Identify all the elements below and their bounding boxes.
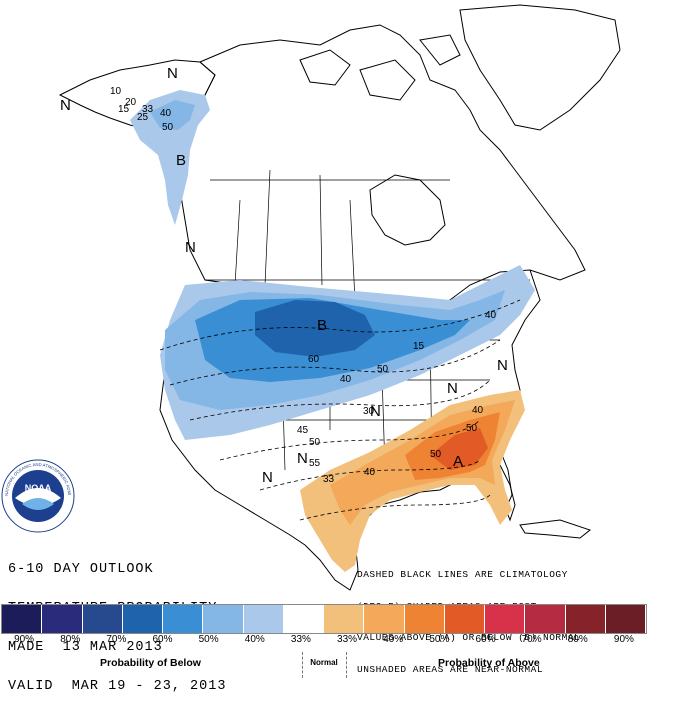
marker-n-ohio: N (447, 380, 458, 397)
legend-label: 33% (337, 634, 358, 645)
marker-n-alaska-top: N (167, 65, 178, 82)
outlook-map: B B A N N N N N N N N 10 15 20 25 33 40 … (58, 4, 621, 591)
title-line: VALID MAR 19 - 23, 2013 (8, 679, 227, 694)
noaa-logo-text: NOAA (25, 483, 52, 493)
below-caption: Probability of Below (100, 657, 201, 669)
contour-label: 30 (363, 406, 375, 417)
southeast-above-60 (430, 428, 488, 470)
marker-n-southwest: N (262, 469, 273, 486)
contour-label: 25 (137, 112, 149, 123)
marker-b-central: B (317, 317, 327, 334)
marker-n-kansas: N (370, 403, 381, 420)
noaa-logo: NOAA NATIONAL OCEANIC AND ATMOSPHERIC AD… (0, 458, 75, 533)
normal-caption: Normal (310, 658, 338, 667)
legend-swatch (243, 605, 284, 633)
contour-label: 50 (466, 423, 478, 434)
contour-labels: 10 15 20 25 33 40 50 60 50 40 40 15 30 4… (110, 86, 497, 485)
legend-swatch (364, 605, 405, 633)
legend-swatch (444, 605, 485, 633)
legend-labels: 90% 80% 70% 60% 50% 40% 33% 33% 40% 50% 60% 70% 80% 9… (1, 634, 647, 648)
marker-n-pacific: N (185, 239, 196, 256)
note-line: UNSHADED AREAS ARE NEAR-NORMAL (357, 663, 544, 675)
legend-label: 80% (60, 634, 81, 645)
legend-label: 60% (475, 634, 496, 645)
legend-label: 70% (106, 634, 127, 645)
legend-label: 90% (613, 634, 634, 645)
marker-a-southeast: A (453, 453, 463, 470)
contour-label: 50 (377, 364, 389, 375)
marker-n-alaska-left: N (60, 97, 71, 114)
legend-swatch (122, 605, 163, 633)
legend-label: 90% (14, 634, 35, 645)
legend-divider (346, 652, 347, 678)
legend-label: 40% (383, 634, 404, 645)
above-caption: Probability of Above (438, 657, 540, 669)
legend-swatch (42, 605, 83, 633)
contour-label: 50 (430, 449, 442, 460)
contour-label: 10 (110, 86, 122, 97)
below-normal-regions (130, 90, 535, 440)
legend-swatch (2, 605, 43, 633)
marker-n-texas: N (297, 450, 308, 467)
contour-label: 45 (297, 425, 309, 436)
central-below-60 (255, 300, 375, 357)
above-normal-regions (300, 390, 525, 572)
legend-swatch (605, 605, 646, 633)
contour-label: 40 (364, 467, 376, 478)
legend-swatch (485, 605, 526, 633)
marker-b-west: B (176, 152, 186, 169)
legend-swatch (203, 605, 244, 633)
alaska-below-40 (150, 100, 195, 130)
legend-swatch (163, 605, 204, 633)
note-line: VALUES ABOVE (A) OR BELOW (B) NORMAL (357, 632, 581, 643)
title-line: 6-10 DAY OUTLOOK (8, 562, 154, 577)
contour-label: 33 (142, 104, 154, 115)
legend-swatch (404, 605, 445, 633)
note-line: DASHED BLACK LINES ARE CLIMATOLOGY (357, 569, 568, 580)
contour-label: 20 (125, 97, 137, 108)
contour-label: 33 (323, 474, 335, 485)
contour-label: 50 (162, 122, 174, 133)
contour-label: 55 (309, 458, 321, 469)
contour-label: 40 (485, 310, 497, 321)
color-legend (1, 604, 647, 634)
legend-label: 60% (152, 634, 173, 645)
legend-swatch (565, 605, 606, 633)
legend-label: 50% (198, 634, 219, 645)
legend-swatch (525, 605, 566, 633)
climatology-lines (159, 299, 521, 521)
legend-swatch (82, 605, 123, 633)
legend-divider (302, 652, 303, 678)
alaska-below-33 (130, 90, 210, 225)
legend-swatch (283, 605, 324, 633)
legend-swatch (324, 605, 365, 633)
contour-label: 15 (413, 341, 425, 352)
legend-label: 40% (244, 634, 265, 645)
legend-label: 33% (290, 634, 311, 645)
contour-label: 50 (309, 437, 321, 448)
marker-n-northeast: N (497, 357, 508, 374)
title-line: MADE 13 MAR 2013 (8, 640, 163, 655)
legend-label: 70% (521, 634, 542, 645)
contour-label: 60 (308, 354, 320, 365)
probability-markers: B B A N N N N N N N N (60, 65, 508, 486)
contour-label: 40 (472, 405, 484, 416)
contour-label: 15 (118, 104, 130, 115)
legend-label: 50% (429, 634, 450, 645)
contour-label: 40 (160, 108, 172, 119)
legend-label: 80% (567, 634, 588, 645)
contour-label: 40 (340, 374, 352, 385)
